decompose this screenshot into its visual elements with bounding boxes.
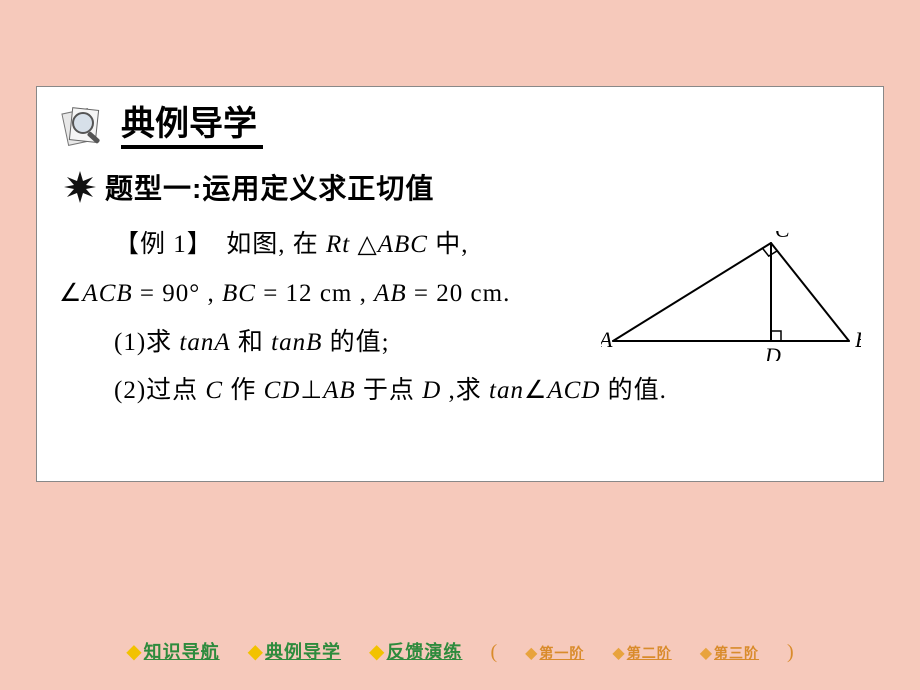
- nav-item-知识导航[interactable]: ◆知识导航: [126, 638, 219, 664]
- nav-label: 第三阶: [714, 643, 759, 663]
- example-body: ABCD 【例 1】 如图, 在 Rt △ABC 中, ∠ACB = 90° ,…: [59, 221, 861, 416]
- diamond-icon: ◆: [612, 643, 624, 663]
- svg-text:A: A: [601, 327, 613, 352]
- paren-close: ): [787, 641, 794, 664]
- diamond-icon: ◆: [126, 639, 141, 664]
- nav-item-第一阶[interactable]: ◆第一阶: [525, 643, 584, 663]
- nav-item-典例导学[interactable]: ◆典例导学: [248, 638, 341, 664]
- nav-item-反馈演练[interactable]: ◆反馈演练: [369, 638, 462, 664]
- diamond-icon: ◆: [525, 643, 537, 663]
- svg-text:C: C: [775, 231, 791, 242]
- nav-item-第三阶[interactable]: ◆第三阶: [700, 643, 759, 663]
- section-header: 典例导学: [59, 101, 861, 153]
- triangle-diagram: A B C D: [601, 231, 861, 361]
- footer-nav: ◆知识导航◆典例导学◆反馈演练(◆第一阶◆第二阶◆第三阶): [0, 638, 920, 664]
- nav-label: 第一阶: [539, 643, 584, 663]
- section-title: 典例导学: [121, 106, 263, 149]
- slide: 典例导学 题型一:运用定义求正切值 A B C D 【例 1】 如图, 在 Rt △A…: [0, 0, 920, 690]
- problem-type-heading: 题型一:运用定义求正切值: [63, 167, 861, 207]
- content-box: 典例导学 题型一:运用定义求正切值 A B C D 【例 1】 如图, 在 Rt △A…: [36, 86, 884, 482]
- magnifier-papers-icon: [59, 101, 111, 153]
- eight-point-star-icon: [63, 170, 97, 204]
- nav-item-第二阶[interactable]: ◆第二阶: [612, 643, 671, 663]
- example-line-1: 【例 1】 如图, 在 Rt △ABC 中,: [59, 221, 599, 270]
- svg-text:B: B: [855, 327, 861, 352]
- nav-label: 反馈演练: [386, 638, 462, 664]
- nav-label: 知识导航: [144, 638, 220, 664]
- nav-label: 典例导学: [265, 638, 341, 664]
- diamond-icon: ◆: [248, 639, 263, 664]
- diamond-icon: ◆: [369, 639, 384, 664]
- problem-type-text: 题型一:运用定义求正切值: [105, 167, 434, 207]
- example-line-4: (2)过点 C 作 CD⊥AB 于点 D ,求 tan∠ACD 的值.: [59, 367, 861, 416]
- svg-text:D: D: [764, 343, 782, 361]
- diamond-icon: ◆: [700, 643, 712, 663]
- paren-open: (: [490, 641, 497, 664]
- nav-label: 第二阶: [627, 643, 672, 663]
